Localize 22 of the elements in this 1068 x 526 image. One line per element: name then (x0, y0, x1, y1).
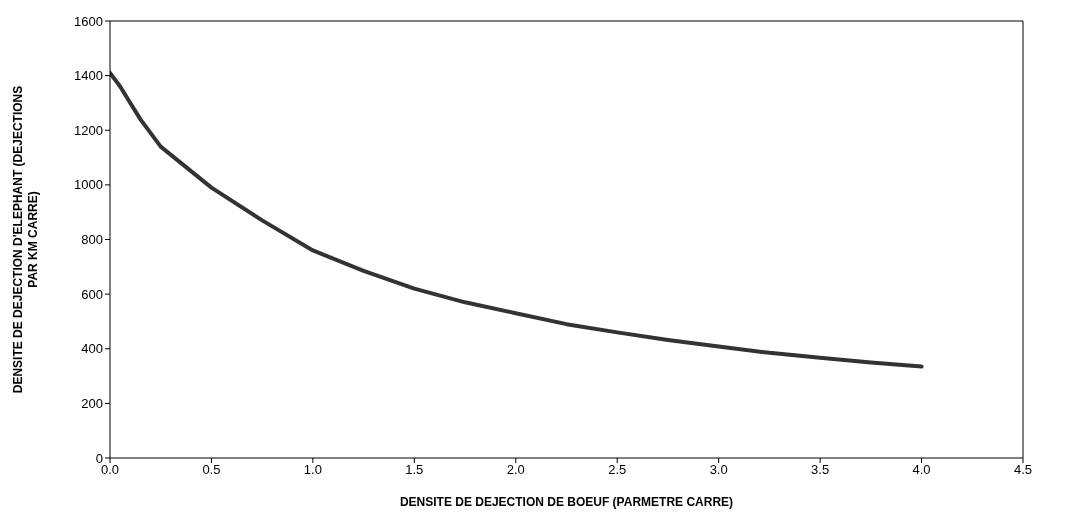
y-tick-label: 1400 (74, 68, 103, 84)
y-tick-label: 600 (81, 286, 103, 302)
y-tick-label: 1200 (74, 122, 103, 138)
x-tick-label: 4.0 (912, 462, 931, 478)
x-tick-label: 0.0 (100, 462, 120, 478)
x-tick-label: 2.5 (608, 462, 627, 478)
x-tick-label: 1.0 (303, 462, 322, 478)
x-tick-label: 3.5 (811, 462, 830, 478)
y-tick-label: 400 (81, 341, 103, 357)
x-tick-label: 3.0 (709, 462, 728, 478)
y-tick-label: 800 (81, 232, 103, 248)
y-tick-label: 1000 (74, 177, 103, 193)
y-tick-label: 0 (95, 450, 103, 466)
x-tick-label: 0.5 (202, 462, 221, 478)
line-series (110, 70, 924, 369)
y-tick-label: 1600 (74, 13, 103, 29)
x-tick-label: 2.0 (506, 462, 525, 478)
x-tick-label: 4.5 (1013, 462, 1033, 478)
x-axis-title: DENSITE DE DEJECTION DE BOEUF (PARMETRE CARRE) (399, 495, 734, 509)
y-axis-title: DENSITE DE DEJECTION D'ELEPHANT (DEJECTIONS PAR KM CARRE) (11, 85, 40, 394)
y-tick-label: 200 (81, 395, 103, 411)
x-tick-label: 1.5 (405, 462, 424, 478)
